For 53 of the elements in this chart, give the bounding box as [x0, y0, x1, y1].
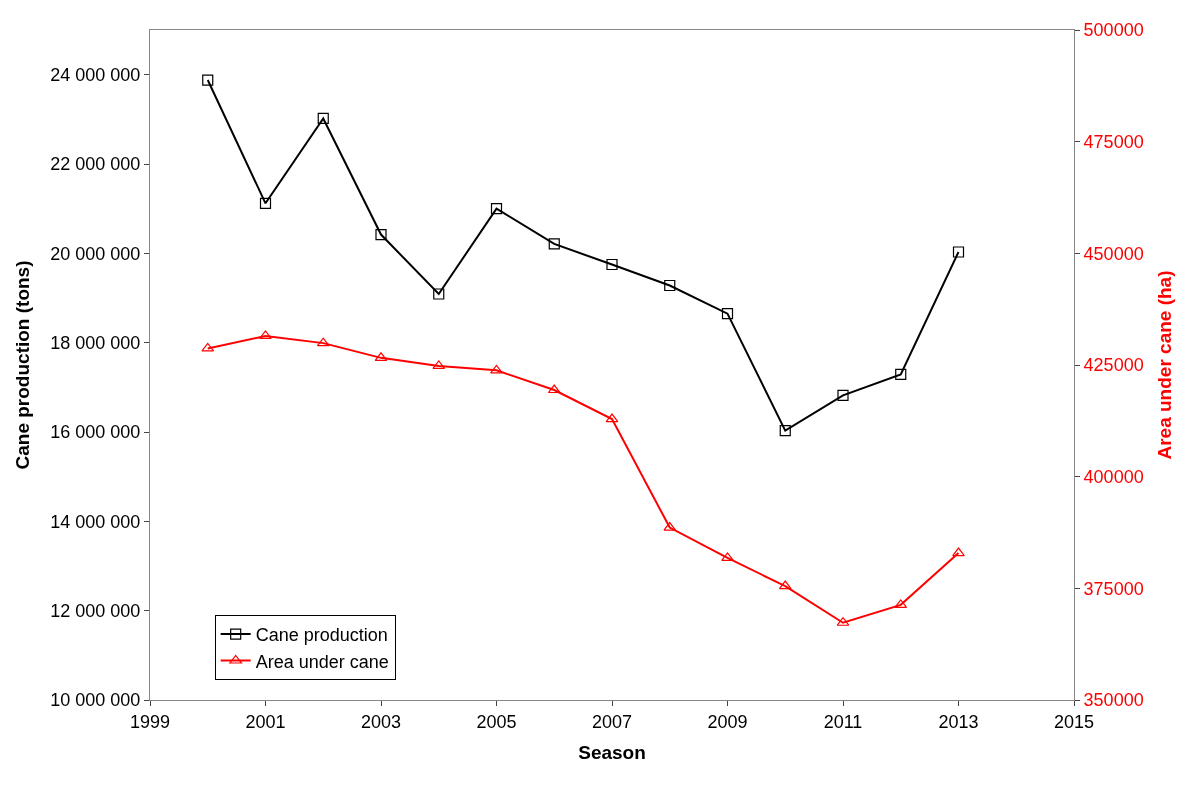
y2-tick-label: 475000 — [1083, 131, 1144, 152]
point — [778, 580, 792, 590]
point — [490, 364, 503, 374]
y2-tick-label: 500000 — [1083, 20, 1144, 41]
point — [837, 389, 849, 401]
x-tick-label: 2005 — [476, 711, 517, 732]
x-tick-label: 2013 — [938, 711, 979, 732]
y-tick-label: 10 000 000 — [50, 690, 141, 711]
point — [259, 197, 272, 209]
y-tick-label: 24 000 000 — [50, 64, 141, 85]
x-tick-label: 2007 — [591, 711, 633, 732]
x-axis-title: Season — [578, 742, 646, 764]
x-tick-label: 2003 — [360, 711, 402, 732]
point — [490, 203, 503, 215]
y2-tick-label: 375000 — [1083, 578, 1144, 599]
y-tick-label: 14 000 000 — [50, 511, 141, 532]
point — [375, 228, 387, 241]
y-axis-title: Cane production (tons) — [12, 260, 34, 470]
point — [606, 258, 618, 271]
point — [316, 337, 330, 347]
point — [202, 74, 214, 86]
y-tick-label: 20 000 000 — [50, 243, 141, 264]
point — [548, 238, 560, 250]
point — [721, 552, 734, 562]
y2-tick-label: 450000 — [1083, 243, 1144, 264]
x-tick-label: 2015 — [1053, 711, 1095, 732]
point — [259, 330, 272, 340]
point — [317, 112, 329, 125]
point — [779, 425, 791, 437]
point — [663, 521, 677, 531]
y2-axis-title: Area under cane (ha) — [1154, 270, 1176, 460]
x-tick-label: 2009 — [707, 711, 748, 732]
y2-tick-label: 350000 — [1083, 690, 1144, 711]
y2-tick-label: 425000 — [1083, 355, 1144, 376]
point — [895, 368, 907, 380]
y-tick-label: 22 000 000 — [50, 154, 141, 175]
point — [605, 413, 619, 423]
point — [664, 279, 676, 292]
point — [952, 547, 965, 557]
x-tick-label: 2001 — [245, 711, 286, 732]
legend-label: Cane production — [255, 625, 388, 646]
point — [952, 246, 965, 258]
point — [721, 308, 734, 320]
point — [547, 384, 561, 394]
x-tick-label: 2011 — [823, 711, 863, 732]
y-tick-label: 12 000 000 — [50, 600, 141, 621]
legend-label: Area under cane — [255, 651, 389, 672]
y-tick-label: 16 000 000 — [50, 422, 141, 443]
y2-tick-label: 400000 — [1083, 466, 1144, 487]
y-tick-label: 18 000 000 — [50, 332, 141, 353]
point — [433, 288, 445, 300]
point — [201, 342, 215, 352]
x-tick-label: 1999 — [129, 711, 171, 732]
